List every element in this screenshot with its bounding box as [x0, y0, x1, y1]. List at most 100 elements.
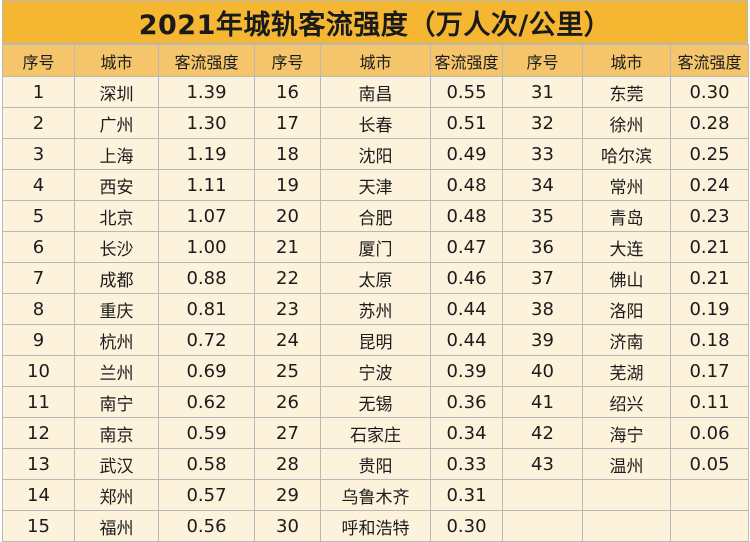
rank-cell: 29: [254, 479, 321, 511]
table-row: 13 武汉 0.58 28 贵阳 0.33 43 温州 0.05: [2, 448, 749, 480]
city-cell: 苏州: [320, 293, 431, 325]
intensity-cell: 0.57: [158, 479, 255, 511]
table-row: 11 南宁 0.62 26 无锡 0.36 41 绍兴 0.11: [2, 386, 749, 418]
empty-cell: [670, 479, 749, 511]
table-body: 1 深圳 1.39 16 南昌 0.55 31 东莞 0.30 2 广州 1.30 17 长春 0.51 32…: [2, 76, 749, 542]
city-cell: 昆明: [320, 324, 431, 356]
rank-cell: 15: [2, 510, 75, 542]
city-cell: 贵阳: [320, 448, 431, 480]
header-cell-city: 城市: [582, 44, 671, 77]
rank-cell: 1: [2, 76, 75, 108]
city-cell: 宁波: [320, 355, 431, 387]
rank-cell: 41: [502, 386, 583, 418]
table-row: 9 杭州 0.72 24 昆明 0.44 39 济南 0.18: [2, 324, 749, 356]
empty-cell: [502, 479, 583, 511]
table-row: 14 郑州 0.57 29 乌鲁木齐 0.31: [2, 479, 749, 511]
rank-cell: 28: [254, 448, 321, 480]
rank-cell: 39: [502, 324, 583, 356]
city-cell: 长沙: [74, 231, 159, 263]
intensity-cell: 0.23: [670, 200, 749, 232]
city-cell: 深圳: [74, 76, 159, 108]
rank-cell: 7: [2, 262, 75, 294]
city-cell: 郑州: [74, 479, 159, 511]
intensity-cell: 0.19: [670, 293, 749, 325]
intensity-cell: 0.47: [430, 231, 503, 263]
city-cell: 北京: [74, 200, 159, 232]
empty-cell: [582, 479, 671, 511]
city-cell: 常州: [582, 169, 671, 201]
city-cell: 天津: [320, 169, 431, 201]
city-cell: 呼和浩特: [320, 510, 431, 542]
city-cell: 济南: [582, 324, 671, 356]
table-row: 12 南京 0.59 27 石家庄 0.34 42 海宁 0.06: [2, 417, 749, 449]
city-cell: 洛阳: [582, 293, 671, 325]
rank-cell: 21: [254, 231, 321, 263]
rank-cell: 26: [254, 386, 321, 418]
rank-cell: 17: [254, 107, 321, 139]
city-cell: 上海: [74, 138, 159, 170]
intensity-cell: 0.24: [670, 169, 749, 201]
table-row: 5 北京 1.07 20 合肥 0.48 35 青岛 0.23: [2, 200, 749, 232]
city-cell: 芜湖: [582, 355, 671, 387]
city-cell: 温州: [582, 448, 671, 480]
intensity-cell: 1.07: [158, 200, 255, 232]
city-cell: 沈阳: [320, 138, 431, 170]
rank-cell: 2: [2, 107, 75, 139]
city-cell: 厦门: [320, 231, 431, 263]
intensity-cell: 0.62: [158, 386, 255, 418]
city-cell: 哈尔滨: [582, 138, 671, 170]
city-cell: 南昌: [320, 76, 431, 108]
intensity-cell: 0.58: [158, 448, 255, 480]
intensity-cell: 0.44: [430, 324, 503, 356]
rank-cell: 36: [502, 231, 583, 263]
intensity-cell: 0.44: [430, 293, 503, 325]
intensity-cell: 0.48: [430, 200, 503, 232]
city-cell: 青岛: [582, 200, 671, 232]
intensity-cell: 0.30: [670, 76, 749, 108]
intensity-cell: 0.46: [430, 262, 503, 294]
city-cell: 太原: [320, 262, 431, 294]
intensity-cell: 1.19: [158, 138, 255, 170]
header-cell-intensity: 客流强度: [430, 44, 503, 77]
intensity-cell: 1.11: [158, 169, 255, 201]
intensity-cell: 0.55: [430, 76, 503, 108]
intensity-cell: 0.18: [670, 324, 749, 356]
rank-cell: 18: [254, 138, 321, 170]
table-row: 4 西安 1.11 19 天津 0.48 34 常州 0.24: [2, 169, 749, 201]
rank-cell: 13: [2, 448, 75, 480]
rank-cell: 4: [2, 169, 75, 201]
city-cell: 无锡: [320, 386, 431, 418]
intensity-cell: 0.48: [430, 169, 503, 201]
city-cell: 大连: [582, 231, 671, 263]
city-cell: 杭州: [74, 324, 159, 356]
rank-cell: 9: [2, 324, 75, 356]
header-cell-intensity: 客流强度: [158, 44, 255, 77]
city-cell: 广州: [74, 107, 159, 139]
table-row: 15 福州 0.56 30 呼和浩特 0.30: [2, 510, 749, 542]
city-cell: 东莞: [582, 76, 671, 108]
intensity-cell: 1.39: [158, 76, 255, 108]
rank-cell: 25: [254, 355, 321, 387]
table-row: 3 上海 1.19 18 沈阳 0.49 33 哈尔滨 0.25: [2, 138, 749, 170]
table-row: 6 长沙 1.00 21 厦门 0.47 36 大连 0.21: [2, 231, 749, 263]
intensity-cell: 0.72: [158, 324, 255, 356]
rank-cell: 16: [254, 76, 321, 108]
intensity-cell: 0.69: [158, 355, 255, 387]
intensity-cell: 0.21: [670, 231, 749, 263]
table-row: 2 广州 1.30 17 长春 0.51 32 徐州 0.28: [2, 107, 749, 139]
rank-cell: 32: [502, 107, 583, 139]
rank-cell: 33: [502, 138, 583, 170]
rank-cell: 30: [254, 510, 321, 542]
empty-cell: [582, 510, 671, 542]
city-cell: 重庆: [74, 293, 159, 325]
table-row: 10 兰州 0.69 25 宁波 0.39 40 芜湖 0.17: [2, 355, 749, 387]
header-cell-city: 城市: [74, 44, 159, 77]
intensity-cell: 0.17: [670, 355, 749, 387]
table-row: 7 成都 0.88 22 太原 0.46 37 佛山 0.21: [2, 262, 749, 294]
table-row: 8 重庆 0.81 23 苏州 0.44 38 洛阳 0.19: [2, 293, 749, 325]
city-cell: 佛山: [582, 262, 671, 294]
header-cell-index: 序号: [254, 44, 321, 77]
city-cell: 西安: [74, 169, 159, 201]
rank-cell: 37: [502, 262, 583, 294]
